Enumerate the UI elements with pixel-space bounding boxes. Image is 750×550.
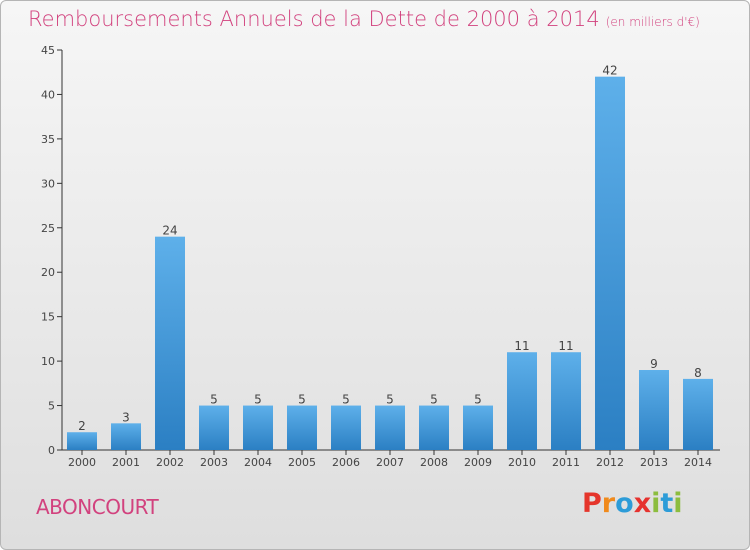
y-axis: 0 5 10 15 20 25 30 35 40 45 — [41, 44, 63, 457]
bar-2012 — [595, 76, 625, 451]
commune-name: ABONCOURT — [36, 495, 159, 519]
logo-letter: x — [633, 488, 652, 519]
bar-2009 — [463, 405, 493, 450]
data-label-2005: 5 — [298, 393, 306, 407]
data-label-2012: 42 — [602, 64, 617, 78]
x-tick-label: 2008 — [420, 456, 448, 469]
data-label-2009: 5 — [474, 393, 482, 407]
bar-2014 — [683, 378, 713, 450]
x-tick-label: 2000 — [68, 456, 96, 469]
bar-2010 — [507, 352, 537, 450]
x-tick-label: 2003 — [200, 456, 228, 469]
x-tick-label: 2010 — [508, 456, 536, 469]
chart-title-unit: (en milliers d'€) — [605, 15, 700, 29]
bar-2013 — [639, 370, 669, 450]
data-label-2000: 2 — [78, 419, 86, 433]
chart-title-text: Remboursements Annuels de la Dette de 20… — [28, 7, 600, 31]
bar-2004 — [243, 405, 273, 450]
bar-2000 — [67, 432, 97, 450]
x-tick-label: 2006 — [332, 456, 360, 469]
y-tick-label: 5 — [48, 400, 55, 413]
x-tick-label: 2013 — [640, 456, 668, 469]
y-tick-label: 15 — [41, 311, 55, 324]
data-label-2008: 5 — [430, 393, 438, 407]
logo-letter: i — [673, 488, 683, 519]
y-tick-label: 45 — [41, 44, 55, 57]
x-tick-label: 2004 — [244, 456, 272, 469]
data-labels: 2 3 24 5 5 5 5 5 5 5 11 11 42 9 8 — [78, 64, 702, 434]
bar-2005 — [287, 405, 317, 450]
data-label-2011: 11 — [558, 339, 573, 353]
bar-2011 — [551, 352, 581, 450]
bar-2002 — [155, 236, 185, 450]
logo-letter: i — [651, 488, 661, 519]
x-tick-label: 2001 — [112, 456, 140, 469]
y-tick-label: 10 — [41, 355, 55, 368]
data-label-2001: 3 — [122, 410, 130, 424]
data-label-2010: 11 — [514, 339, 529, 353]
x-tick-label: 2011 — [552, 456, 580, 469]
bars — [67, 76, 713, 451]
x-tick-label: 2005 — [288, 456, 316, 469]
logo-letter: o — [615, 488, 634, 519]
y-tick-label: 35 — [41, 133, 55, 146]
bar-2003 — [199, 405, 229, 450]
y-tick-label: 30 — [41, 177, 55, 190]
data-label-2003: 5 — [210, 393, 218, 407]
x-tick-label: 2007 — [376, 456, 404, 469]
logo-letter: r — [601, 488, 616, 519]
data-label-2013: 9 — [650, 357, 658, 371]
y-tick-label: 40 — [41, 88, 55, 101]
chart-title: Remboursements Annuels de la Dette de 20… — [28, 7, 700, 31]
bar-2007 — [375, 405, 405, 450]
x-tick-label: 2002 — [156, 456, 184, 469]
data-label-2006: 5 — [342, 393, 350, 407]
data-label-2004: 5 — [254, 393, 262, 407]
y-tick-label: 0 — [48, 444, 55, 457]
data-label-2007: 5 — [386, 393, 394, 407]
bar-2006 — [331, 405, 361, 450]
x-tick-label: 2014 — [684, 456, 712, 469]
logo-letter: P — [582, 488, 602, 519]
y-tick-label: 20 — [41, 266, 55, 279]
proxiti-logo: Proxiti — [582, 488, 683, 519]
bar-2001 — [111, 423, 141, 450]
data-label-2002: 24 — [162, 224, 177, 238]
data-label-2014: 8 — [694, 366, 702, 380]
x-tick-label: 2012 — [596, 456, 624, 469]
logo-letter: t — [660, 488, 674, 519]
bar-2008 — [419, 405, 449, 450]
y-tick-label: 25 — [41, 222, 55, 235]
x-tick-label: 2009 — [464, 456, 492, 469]
x-axis: 2000 2001 2002 2003 2004 2005 2006 2007 2008 2009… — [62, 449, 720, 469]
